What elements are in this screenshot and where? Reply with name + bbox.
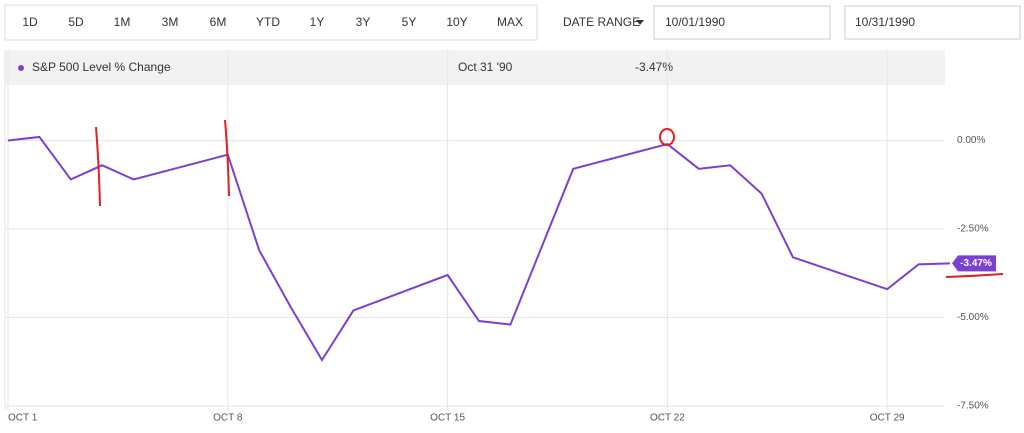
range-button[interactable]: YTD (256, 15, 280, 29)
range-button[interactable]: MAX (497, 15, 523, 29)
y-tick-label: 0.00% (957, 135, 985, 146)
last-value-label: -3.47% (960, 258, 992, 269)
series-line (7, 135, 951, 362)
dropdown-arrow (636, 20, 644, 25)
y-tick-label: -7.50% (957, 401, 989, 412)
y-tick-label: -5.00% (957, 312, 989, 323)
range-button[interactable]: 1Y (310, 15, 325, 29)
x-tick-label: OCT 15 (430, 413, 465, 424)
x-tick-label: OCT 29 (870, 413, 905, 424)
end-date: 10/31/1990 (855, 15, 915, 29)
x-tick-label: OCT 22 (650, 413, 685, 424)
range-button[interactable]: 3Y (356, 15, 371, 29)
range-bar (4, 4, 538, 41)
range-button[interactable]: 10Y (446, 15, 467, 29)
start-input[interactable] (653, 5, 831, 40)
tooltip-value: -3.47% (635, 60, 673, 74)
range-button[interactable]: 1D (22, 15, 38, 29)
legend-label: S&P 500 Level % Change (32, 60, 171, 74)
range-button[interactable]: 1M (114, 15, 131, 29)
y-tick-label: -2.50% (957, 224, 989, 235)
end-input[interactable] (844, 5, 1021, 40)
start-date: 10/01/1990 (665, 15, 725, 29)
annotation-mark (945, 273, 1004, 278)
plot: 0.00% -2.50% -5.00% -7.50% OCT 1 OCT 8 OCT 15 O… (5, 50, 996, 424)
legend-band (5, 50, 945, 85)
annotation-mark (224, 119, 230, 197)
annotation-circle (659, 128, 675, 146)
last-value-badge (952, 255, 996, 272)
date-range-label[interactable]: DATE RANGE (563, 15, 640, 29)
x-tick-label: OCT 1 (8, 413, 38, 424)
annotations (95, 119, 1004, 278)
range-button[interactable]: 3M (162, 15, 179, 29)
tooltip-date: Oct 31 '90 (458, 60, 513, 74)
annotation-mark (95, 126, 101, 207)
legend-dot (18, 65, 24, 71)
range-button[interactable]: 5D (68, 15, 84, 29)
x-tick-label: OCT 8 (213, 413, 243, 424)
range-button[interactable]: 6M (210, 15, 227, 29)
range-button[interactable]: 5Y (402, 15, 417, 29)
